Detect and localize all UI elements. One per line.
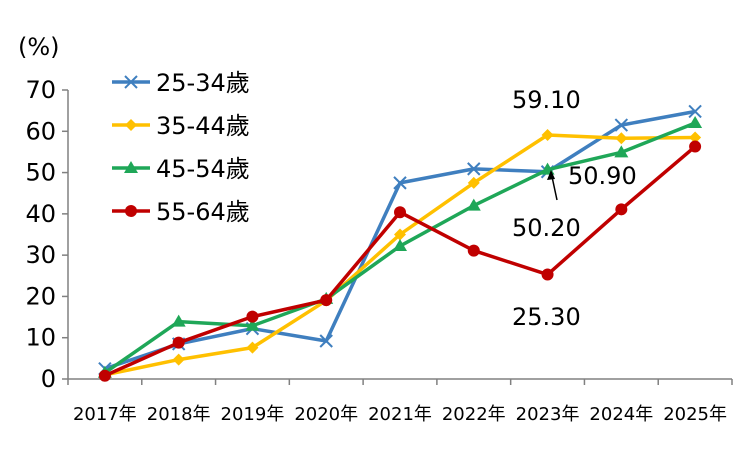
data-point [467,162,481,176]
x-tick-label: 2024年 [589,404,653,425]
data-point [541,268,554,281]
x-tick-label: 2025年 [663,404,727,425]
data-point [688,104,702,119]
x-tick-label: 2019年 [221,404,285,425]
x-tick-label: 2021年 [368,404,432,425]
legend-swatch-marker [125,205,137,217]
legend-label: 25-34歲 [156,69,250,97]
legend: 25-34歲 35-44歲 45-54歲 55-64歲 [112,69,250,226]
data-point [172,336,185,349]
y-tick-label: 60 [25,117,56,145]
data-point [319,334,333,348]
series-group [97,104,703,382]
y-tick-label: 30 [25,241,56,269]
data-point [246,310,259,323]
legend-item: 55-64歲 [112,198,250,226]
legend-label: 45-54歲 [156,155,250,183]
legend-item: 45-54歲 [112,155,250,183]
data-point [245,318,260,331]
x-tick-label: 2018年 [147,404,211,425]
y-tick-label: 0 [41,365,56,393]
x-tick-label: 2020年 [294,404,358,425]
x-tick-label: 2022年 [442,404,506,425]
data-point [689,140,702,153]
annotation-50-90: 50.90 [568,162,637,190]
annotation-50-20: 50.20 [512,214,581,242]
legend-swatch-marker [124,161,138,173]
x-ticks: 2017年 2018年 2019年 2020年 2021年 2022年 2023年 2024年… [67,379,733,425]
x-tick-label: 2023年 [516,404,580,425]
legend-item: 25-34歲 [112,69,250,97]
y-tick-label: 50 [25,159,56,187]
legend-label: 55-64歲 [156,198,250,226]
data-point [394,228,406,241]
data-point [393,239,407,252]
data-point [466,198,481,211]
annotation-arrow [547,170,558,201]
legend-item: 35-44歲 [112,112,250,140]
data-point [394,206,406,219]
data-point [246,341,259,354]
y-tick-label: 40 [25,200,56,228]
y-tick-label: 20 [25,282,56,310]
annotation-59-10: 59.10 [512,86,581,114]
data-point [614,145,629,158]
data-point [688,116,703,129]
y-tick-label: 70 [25,76,56,104]
y-unit-label: (%) [18,33,60,61]
data-point [171,314,186,327]
data-point [467,176,480,189]
annotation-25-30: 25.30 [512,303,581,331]
data-point [689,131,702,144]
data-point [172,353,185,366]
x-tick-label: 2017年 [73,404,137,425]
y-ticks: 0 10 20 30 40 50 60 70 [25,76,68,393]
data-point [541,129,554,142]
data-point [320,294,333,307]
legend-label: 35-44歲 [156,112,250,140]
data-point [98,369,111,382]
y-tick-label: 10 [25,324,56,352]
legend-swatch-marker [125,119,137,131]
data-point [615,203,628,216]
data-point [393,176,407,190]
legend-swatch-marker [124,75,138,89]
data-point [615,132,628,145]
series-55-64歲 [98,140,702,382]
data-point [467,244,480,257]
data-point [614,118,629,132]
